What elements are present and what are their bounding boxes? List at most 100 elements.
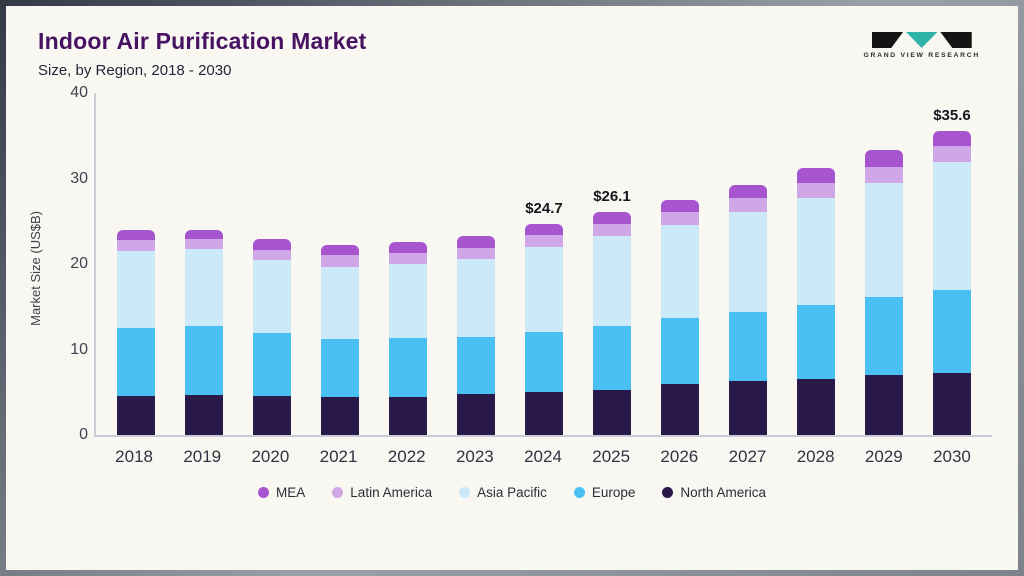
bar-segment-north-america [253, 395, 291, 435]
stacked-bar [321, 245, 359, 435]
bar-value-label: $35.6 [933, 106, 971, 124]
page-subtitle: Size, by Region, 2018 - 2030 [38, 62, 232, 79]
legend-label: Europe [591, 485, 636, 500]
stacked-bar [117, 229, 155, 435]
legend-swatch-icon [573, 487, 585, 498]
bar-segment-asia-pacific [593, 235, 631, 326]
bar-column: $26.1 [578, 93, 646, 435]
x-axis-labels: 2018 2019 2020 2021 2022 2023 2024 2025 2026 2027… [94, 437, 992, 467]
bar-segment-asia-pacific [253, 259, 291, 334]
y-axis-title: Market Size (US$B) [27, 210, 43, 326]
bar-segment-europe [457, 336, 495, 394]
x-axis-label: 2021 [319, 447, 358, 466]
bar-segment-asia-pacific [457, 258, 495, 337]
bar-column [782, 93, 850, 435]
bar-segment-mea [729, 184, 767, 199]
stacked-bar [253, 239, 291, 435]
bar-segment-latin-america [729, 198, 767, 212]
bar-segment-asia-pacific [797, 198, 835, 306]
gvr-logo-icon [871, 32, 972, 48]
legend-label: MEA [276, 485, 306, 500]
bar-segment-north-america [661, 383, 699, 435]
bar-column [238, 93, 306, 435]
bar-segment-latin-america [593, 223, 631, 236]
bar-segment-north-america [593, 389, 631, 435]
bar-segment-latin-america [661, 211, 699, 225]
y-tick-label: 20 [70, 255, 88, 272]
y-tick-label: 40 [70, 84, 88, 101]
stacked-bar [457, 235, 495, 435]
bar-segment-latin-america [865, 166, 903, 183]
bar-segment-europe [933, 289, 971, 374]
x-axis-label: 2029 [864, 447, 903, 466]
x-axis-label: 2019 [183, 447, 222, 466]
bar-value-label: $24.7 [525, 199, 563, 217]
bar-segment-mea [389, 241, 427, 253]
logo-v-triangle-icon [906, 32, 938, 48]
plot-area: 0 10 20 30 40 $24.7 $26.1 $35.6 [70, 84, 992, 443]
x-axis-label: 2026 [660, 447, 699, 466]
stacked-bar [865, 150, 903, 435]
x-axis-label: 2020 [251, 447, 290, 466]
y-tick-label: 0 [79, 426, 88, 443]
legend-item: Europe [573, 485, 636, 500]
bar-column [714, 93, 782, 435]
bar-column [646, 93, 714, 435]
bar-segment-europe [117, 328, 155, 396]
stacked-bar [797, 168, 835, 435]
bar-column [102, 93, 170, 435]
bar-column [306, 93, 374, 435]
bar-segment-europe [525, 331, 563, 393]
x-axis-label: 2018 [115, 447, 153, 466]
bar-segment-europe [253, 333, 291, 396]
bar-column: $35.6 [918, 93, 986, 435]
y-tick-label: 30 [70, 169, 88, 187]
bar-segment-latin-america [933, 146, 971, 163]
x-axis-label: 2025 [592, 447, 631, 466]
stacked-bar [185, 229, 223, 435]
bar-segment-latin-america [525, 234, 563, 247]
brand-logo: GRAND VIEW RESEARCH [863, 32, 980, 59]
legend-swatch-icon [258, 487, 270, 498]
bar-segment-north-america [457, 393, 495, 435]
bar-segment-latin-america [797, 182, 835, 199]
bar-segment-asia-pacific [389, 264, 427, 339]
x-axis-label: 2023 [455, 447, 494, 466]
x-axis-label: 2024 [524, 447, 562, 466]
bar-segment-asia-pacific [117, 251, 155, 329]
bar-segment-latin-america [321, 255, 359, 267]
header: Indoor Air Purification Market Size, by … [6, 6, 1018, 79]
stacked-bar [661, 199, 699, 435]
legend-swatch-icon [332, 487, 344, 498]
title-block: Indoor Air Purification Market Size, by … [38, 28, 366, 79]
bar-segment-mea [457, 235, 495, 248]
bar-segment-latin-america [389, 252, 427, 265]
stacked-bar [593, 211, 631, 435]
bar-segment-asia-pacific [525, 246, 563, 332]
bar-segment-europe [593, 325, 631, 390]
logo-wordmark: GRAND VIEW RESEARCH [863, 52, 980, 59]
bar-segment-north-america [933, 373, 971, 435]
bar-segment-mea [321, 245, 359, 256]
page-title: Indoor Air Purification Market [38, 28, 367, 54]
bar-segment-north-america [729, 381, 767, 435]
bar-column [442, 93, 510, 435]
bar-column: $24.7 [510, 93, 578, 435]
x-axis-label: 2027 [728, 447, 767, 466]
bar-segment-europe [729, 311, 767, 382]
stacked-bar [933, 130, 971, 435]
bar-segment-north-america [797, 378, 835, 435]
bar-segment-north-america [865, 375, 903, 435]
bar-segment-europe [797, 305, 835, 379]
logo-r-shape-icon [940, 32, 972, 48]
stacked-bar [729, 184, 767, 435]
x-axis-label: 2030 [933, 447, 971, 466]
y-axis-title-column: Market Size (US$B) [22, 93, 48, 467]
legend: MEA Latin America Asia Pacific Europe North … [6, 485, 1018, 500]
bar-segment-north-america [389, 396, 427, 435]
bar-segment-mea [525, 223, 563, 235]
bar-segment-europe [185, 325, 223, 395]
legend-item: Asia Pacific [459, 485, 547, 500]
bar-segment-asia-pacific [661, 224, 699, 318]
bar-segment-mea [865, 150, 903, 167]
